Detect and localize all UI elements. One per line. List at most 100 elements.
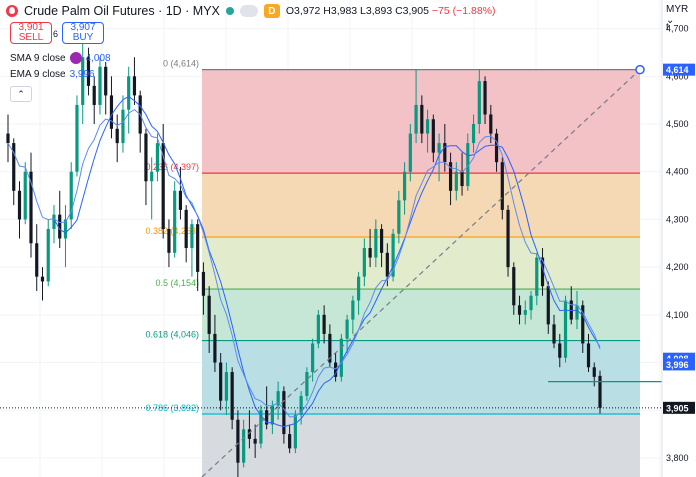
candle-body: [517, 305, 522, 315]
fib-level-label: 0.382 (4,263): [145, 226, 199, 236]
candle-body: [397, 200, 401, 234]
candle-body: [368, 248, 372, 258]
candle-body: [339, 338, 343, 377]
candle-body: [374, 228, 378, 258]
candle-body: [357, 276, 361, 301]
candle-body: [598, 375, 602, 408]
fib-level-label: 0.786 (3,892): [145, 403, 199, 413]
candle-body: [552, 324, 556, 344]
candle-body: [483, 81, 487, 115]
candle-body: [575, 305, 579, 320]
price-axis-tag-label: 3,996: [666, 360, 689, 370]
market-status-icon: [225, 7, 234, 15]
candle-body: [535, 257, 539, 296]
candle-body: [219, 362, 223, 401]
buy-price: 3,907: [70, 22, 96, 33]
data-badge[interactable]: D: [263, 4, 280, 18]
sma-label: SMA 9 close: [10, 52, 66, 64]
price-tick-label: 4,400: [666, 167, 689, 177]
candle-body: [92, 85, 96, 105]
price-tick-label: 4,700: [666, 24, 689, 34]
candle-body: [506, 209, 510, 268]
visibility-toggle-icon[interactable]: [239, 5, 258, 17]
candle-body: [230, 372, 234, 420]
candle-body: [288, 434, 292, 449]
candle-body: [69, 171, 73, 220]
candle-body: [437, 143, 441, 153]
candle-body: [253, 438, 257, 444]
price-axis-tag: [663, 358, 695, 371]
candle-body: [184, 209, 188, 249]
candle-body: [408, 133, 412, 172]
candle-body: [270, 405, 274, 425]
candle-body: [115, 128, 119, 144]
candle-body: [569, 300, 573, 320]
candle-body: [385, 252, 389, 277]
candle-body: [305, 372, 309, 396]
fib-band: [202, 340, 640, 415]
candle-body: [512, 267, 516, 306]
candle-body: [12, 143, 16, 191]
candle-body: [40, 276, 45, 282]
high-value: H3,983: [323, 5, 358, 17]
candle-body: [236, 419, 240, 463]
candle-body: [213, 333, 217, 363]
candle-body: [247, 429, 251, 439]
spread-value: 6: [53, 29, 59, 39]
fib-trend-line: [201, 69, 641, 477]
price-tick-label: 4,500: [666, 119, 689, 129]
candle-body: [144, 133, 148, 182]
ema-value: 3,996: [69, 69, 95, 80]
price-tick-label: 4,200: [666, 262, 689, 272]
candle-body: [29, 171, 33, 244]
candle-body: [265, 410, 269, 425]
sell-price: 3,901: [18, 22, 44, 33]
sma-value: 4,008: [85, 52, 111, 64]
fib-band: [202, 414, 640, 477]
currency-selector[interactable]: MYR ⌄: [666, 4, 689, 26]
collapse-legend-button[interactable]: ⌃: [10, 86, 32, 102]
candle-body: [127, 76, 131, 110]
candle-body: [466, 143, 470, 187]
sell-button[interactable]: 3,901 SELL: [10, 22, 52, 44]
candle-body: [282, 391, 286, 435]
candle-body: [345, 319, 349, 339]
candle-body: [494, 133, 499, 163]
price-axis-background: [662, 0, 696, 477]
price-tick-label: 4,300: [666, 214, 689, 224]
candle-body: [293, 414, 297, 449]
fib-band: [202, 237, 640, 290]
buy-label: BUY: [72, 32, 94, 43]
candle-body: [311, 343, 315, 373]
ema-legend[interactable]: EMA 9 close 3,996: [10, 69, 95, 80]
fib-level-label: 0.5 (4,154): [155, 278, 199, 288]
price-axis-tag-label: 4,614: [666, 65, 689, 75]
close-value: C3,905: [395, 5, 429, 17]
price-tick-label: 4,100: [666, 310, 689, 320]
indicator-settings-icon[interactable]: [69, 52, 82, 64]
axis-extra: t: [666, 22, 669, 33]
candle-body: [178, 190, 183, 210]
low-value: L3,893: [360, 5, 393, 17]
candle-body: [299, 395, 303, 415]
sma-legend[interactable]: SMA 9 close 4,008: [10, 52, 111, 64]
symbol-title[interactable]: Crude Palm Oil Futures · 1D · MYX: [24, 4, 220, 18]
open-value: O3,972: [285, 5, 321, 17]
candle-body: [259, 410, 263, 444]
candle-body: [460, 171, 464, 187]
candle-body: [500, 162, 504, 210]
candle-body: [173, 190, 177, 253]
candle-body: [17, 190, 22, 220]
buy-button[interactable]: 3,907 BUY: [62, 22, 104, 44]
fib-level-label: 0.618 (4,046): [145, 330, 199, 340]
candle-body: [379, 228, 384, 253]
sell-label: SELL: [18, 32, 44, 43]
candle-body: [563, 300, 568, 358]
candle-body: [75, 104, 79, 172]
ohlc-readout: O3,972 H3,983 L3,893 C3,905 −75 (−1.88%): [286, 5, 496, 17]
change-value: −75 (−1.88%): [431, 5, 496, 17]
sma-line: [53, 95, 601, 428]
candle-body: [121, 109, 125, 144]
candle-body: [443, 143, 447, 163]
